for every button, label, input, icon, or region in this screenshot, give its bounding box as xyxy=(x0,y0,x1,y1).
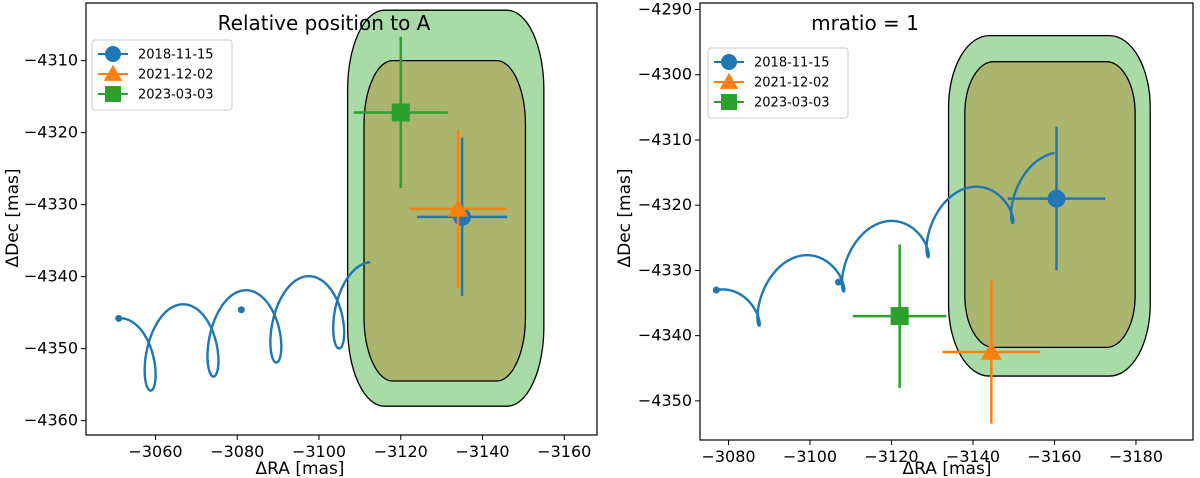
legend-marker-2018-11-15 xyxy=(721,54,737,70)
legend-box xyxy=(707,47,849,119)
right-regions xyxy=(947,34,1151,377)
y-tick-label: −4330 xyxy=(638,260,692,279)
right-points xyxy=(852,126,1106,424)
y-tick-label: −4350 xyxy=(24,339,78,358)
right-chart-title: mratio = 1 xyxy=(811,11,919,35)
legend-marker-2018-11-15 xyxy=(105,46,121,62)
x-tick-label: −3120 xyxy=(864,447,918,466)
x-tick-label: −3080 xyxy=(701,447,755,466)
right-panel: −3080 −3100 −3120 −3140 −3160 −3180 −4290 −430… xyxy=(615,0,1194,478)
x-tick-label: −3140 xyxy=(946,447,1000,466)
left-legend: 2018-11-15 2021-12-02 2023-03-03 xyxy=(91,39,233,111)
y-tick-label: −4310 xyxy=(638,130,692,149)
right-plot-frame xyxy=(699,2,1194,441)
right-x-axis-label: ΔRA [mas] xyxy=(903,459,992,478)
x-tick-label: −3160 xyxy=(537,442,591,461)
y-tick-label: −4350 xyxy=(638,391,692,410)
legend-marker-2023-03-03 xyxy=(721,94,737,110)
legend-marker-2021-12-02 xyxy=(719,72,739,89)
x-tick-label: −3140 xyxy=(455,442,509,461)
right-y-ticks: −4290 −4300 −4310 −4320 −4330 −4340 −4350 xyxy=(638,0,700,410)
y-tick-label: −4340 xyxy=(638,326,692,345)
legend-label-2021-12-02: 2021-12-02 xyxy=(138,68,214,83)
track-marker-0 xyxy=(115,314,123,322)
y-tick-label: −4340 xyxy=(24,267,78,286)
x-tick-label: −3180 xyxy=(1109,447,1163,466)
point-2021-12-02 xyxy=(447,198,469,217)
legend-marker-2021-12-02 xyxy=(103,64,123,81)
left-panel: −3060 −3080 −3100 −3120 −3140 −3160 −4310 −432… xyxy=(3,2,598,478)
legend-label-2021-12-02: 2021-12-02 xyxy=(754,76,830,91)
legend-label-2023-03-03: 2023-03-03 xyxy=(754,96,830,111)
y-tick-label: −4300 xyxy=(638,65,692,84)
left-chart-title: Relative position to A xyxy=(218,11,431,35)
left-y-axis-label: ΔDec [mas] xyxy=(3,168,23,267)
orbit-track-line xyxy=(716,151,1055,327)
track-marker-1 xyxy=(237,306,245,314)
x-tick-label: −3100 xyxy=(783,447,837,466)
point-2023-03-03 xyxy=(890,307,909,326)
left-plot-frame xyxy=(85,2,598,436)
right-y-axis-label: ΔDec [mas] xyxy=(615,168,635,267)
point-2018-11-15 xyxy=(1047,189,1066,208)
legend-marker-2023-03-03 xyxy=(105,86,121,102)
track-marker-1 xyxy=(835,278,843,286)
orbit-track-line xyxy=(118,261,371,392)
y-tick-label: −4360 xyxy=(24,411,78,430)
left-orbit-track xyxy=(115,261,371,392)
y-tick-label: −4290 xyxy=(638,0,692,19)
legend-label-2018-11-15: 2018-11-15 xyxy=(138,48,214,63)
inner-region xyxy=(363,59,527,382)
y-tick-label: −4320 xyxy=(24,123,78,142)
y-tick-label: −4320 xyxy=(638,195,692,214)
x-tick-label: −3100 xyxy=(292,442,346,461)
x-tick-label: −3160 xyxy=(1027,447,1081,466)
x-tick-label: −3120 xyxy=(374,442,428,461)
x-tick-label: −3080 xyxy=(210,442,264,461)
left-x-axis-label: ΔRA [mas] xyxy=(256,459,345,478)
point-2023-03-03 xyxy=(391,103,410,122)
left-points xyxy=(353,36,508,297)
legend-box xyxy=(91,39,233,111)
left-y-ticks: −4310 −4320 −4330 −4340 −4350 −4360 xyxy=(24,51,86,430)
y-tick-label: −4310 xyxy=(24,51,78,70)
point-2021-12-02 xyxy=(980,341,1002,360)
left-x-ticks: −3060 −3080 −3100 −3120 −3140 −3160 xyxy=(128,435,591,461)
right-orbit-track xyxy=(712,151,1055,327)
legend-label-2018-11-15: 2018-11-15 xyxy=(754,56,830,71)
track-marker-0 xyxy=(712,286,720,294)
right-legend: 2018-11-15 2021-12-02 2023-03-03 xyxy=(707,47,849,119)
x-tick-label: −3060 xyxy=(128,442,182,461)
y-tick-label: −4330 xyxy=(24,195,78,214)
legend-label-2023-03-03: 2023-03-03 xyxy=(138,88,214,103)
right-x-ticks: −3080 −3100 −3120 −3140 −3160 −3180 xyxy=(701,440,1163,466)
